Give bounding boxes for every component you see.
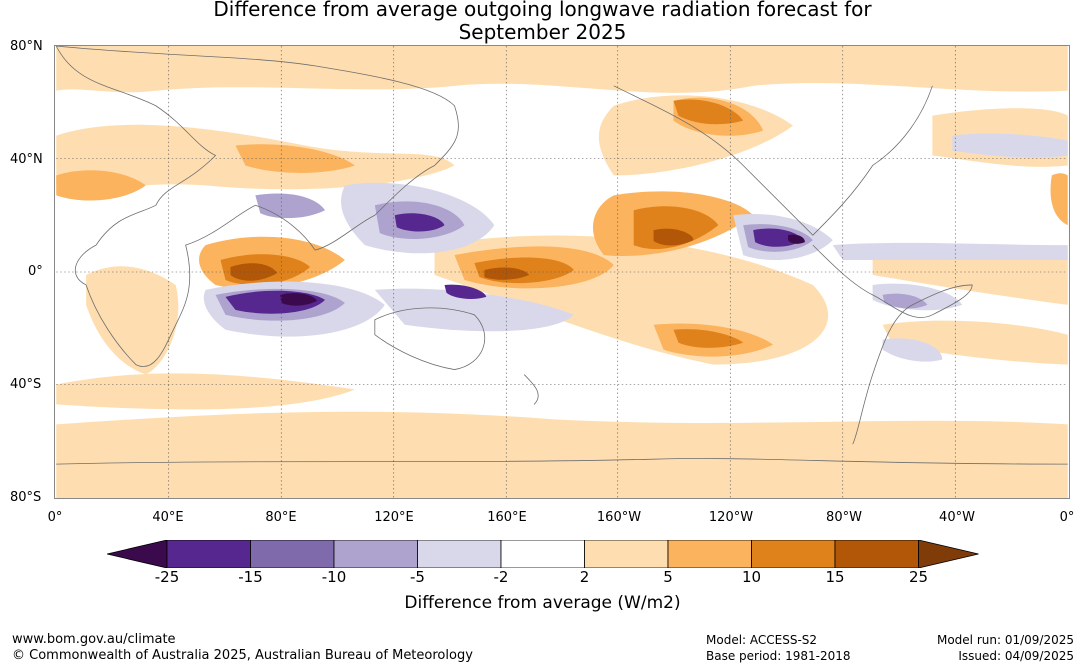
- footer-model: Model: ACCESS-S2: [706, 633, 818, 647]
- colorbar-segment: [250, 540, 335, 568]
- coastlines: [55, 46, 1068, 465]
- lon-label-120e: 120°E: [374, 510, 414, 525]
- footer-base-period: Base period: 1981-2018: [706, 649, 851, 663]
- lon-label-0: 0°: [47, 510, 63, 525]
- colorbar-tick-label: 25: [908, 568, 929, 586]
- lon-label-80e: 80°E: [265, 510, 297, 525]
- colorbar-segment: [584, 540, 669, 568]
- lon-label-0-east: 0°: [1059, 510, 1075, 525]
- map-title-line2: September 2025: [458, 20, 627, 44]
- graticule: [56, 46, 1068, 498]
- footer-url: www.bom.gov.au/climate: [12, 632, 176, 647]
- colorbar-extend-high: [918, 540, 979, 568]
- lat-label-0: 0°: [28, 264, 43, 279]
- lon-label-160e: 160°E: [487, 510, 527, 525]
- lat-label-80s: 80°S: [10, 490, 42, 505]
- colorbar-tick-label: -2: [493, 568, 509, 586]
- colorbar: [107, 540, 979, 568]
- colorbar-label: Difference from average (W/m2): [404, 593, 681, 613]
- colorbar-tick-label: 15: [825, 568, 845, 586]
- lat-label-80n: 80°N: [10, 39, 43, 54]
- colorbar-segment: [166, 540, 251, 568]
- lat-label-40s: 40°S: [10, 377, 42, 392]
- lon-label-160w: 160°W: [596, 510, 642, 525]
- colorbar-tick-label: -15: [238, 568, 263, 586]
- map-title-line1: Difference from average outgoing longwav…: [213, 0, 872, 21]
- footer-issued: Issued: 04/09/2025: [958, 649, 1074, 663]
- colorbar-tick-label: -5: [410, 568, 425, 586]
- colorbar-segment: [667, 540, 752, 568]
- lat-label-40n: 40°N: [10, 152, 43, 167]
- colorbar-segment: [417, 540, 502, 568]
- colorbar-segment: [834, 540, 919, 568]
- positive-anomaly-light-areas: [56, 46, 1068, 498]
- lon-label-40w: 40°W: [939, 510, 975, 525]
- olr-anomaly-map: [54, 45, 1070, 499]
- colorbar-segment: [751, 540, 836, 568]
- footer-model-run: Model run: 01/09/2025: [936, 633, 1074, 647]
- colorbar-tick-label: -10: [321, 568, 347, 586]
- colorbar-tick-label: 5: [663, 568, 673, 586]
- colorbar-segment: [333, 540, 418, 568]
- negative-anomaly-strongest-areas: [280, 234, 805, 306]
- lon-label-40e: 40°E: [152, 510, 184, 525]
- colorbar-tick-label: -25: [154, 568, 180, 586]
- lon-label-120w: 120°W: [708, 510, 754, 525]
- positive-anomaly-strongest-areas: [230, 228, 694, 281]
- colorbar-extend-low: [107, 540, 168, 568]
- colorbar-tick-label: 10: [741, 568, 762, 586]
- colorbar-tick-label: 2: [579, 568, 590, 586]
- lon-label-80w: 80°W: [826, 510, 862, 525]
- colorbar-segment: [500, 540, 585, 568]
- footer-copyright: © Commonwealth of Australia 2025, Austra…: [12, 648, 473, 663]
